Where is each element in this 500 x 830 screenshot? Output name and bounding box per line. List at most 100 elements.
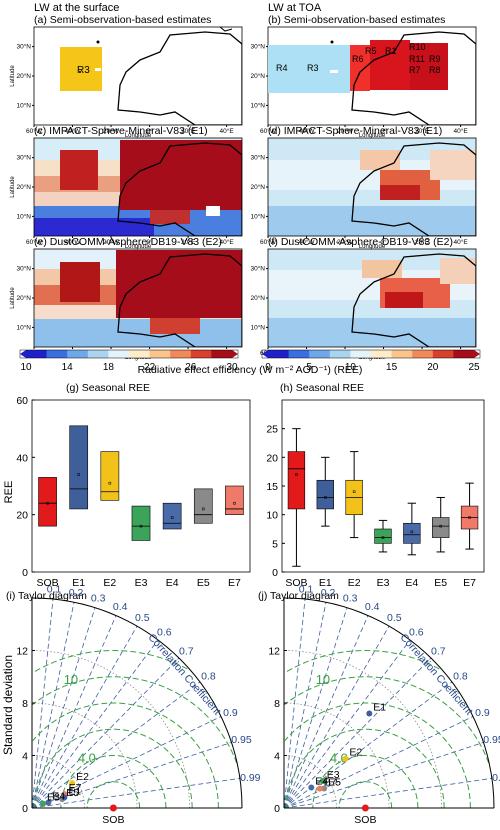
rms-arc xyxy=(284,676,490,764)
model-point-E5 xyxy=(321,785,328,792)
x-tick-label: E5 xyxy=(434,577,447,589)
map-ylabel: Latitude xyxy=(10,287,16,309)
colorbar-tick-label: 15 xyxy=(386,362,398,373)
model-point-E2 xyxy=(342,755,349,762)
box-title-g: (g) Seasonal REE xyxy=(66,382,150,394)
colorbar-cell xyxy=(129,350,151,358)
x-tick-label: E4 xyxy=(405,577,418,589)
x-tick-label: E1 xyxy=(72,577,85,589)
corr-tick-label: 0.7 xyxy=(431,646,446,658)
box-E2 xyxy=(100,451,120,501)
lon-tick-label: 20°W xyxy=(103,238,120,246)
x-tick-label: E1 xyxy=(319,577,332,589)
lon-tick-label: 60°W xyxy=(26,127,43,135)
model-label: E2 xyxy=(349,747,362,759)
region-label-r4: R4 xyxy=(276,63,288,73)
lat-tick-label: 20°N xyxy=(16,294,31,302)
rms-arc xyxy=(34,728,193,809)
corr-tick-label: 0.95 xyxy=(231,734,252,746)
lon-tick-label: 40°W xyxy=(299,238,316,246)
x-tick-label: E7 xyxy=(228,577,241,589)
box-mean xyxy=(46,501,49,505)
region-label-r7: R7 xyxy=(409,65,421,75)
model-label: E7 xyxy=(69,782,82,794)
boxplot-g: 0 20 40 60 SOB E1 E2 E3 E4 E5 E7 xyxy=(16,395,251,589)
x-tick-label: E2 xyxy=(348,577,361,589)
y-tick-label: 0 xyxy=(272,567,278,579)
map-xlabel: Longitude xyxy=(125,133,152,139)
lon-tick-label: 0° xyxy=(146,238,153,246)
corr-tick-label: 0.1 xyxy=(47,584,62,596)
colorbar-cell xyxy=(46,350,68,358)
std-tick-label: 4 xyxy=(274,751,280,763)
lon-tick-label: 40°W xyxy=(299,127,316,135)
map-b: R4 R3 R5 R1 R10 R6 R11 R9 R7 R8 xyxy=(267,26,477,126)
map-xlabel: Longitude xyxy=(125,244,152,250)
corr-tick-label: 0.9 xyxy=(223,707,238,719)
corr-tick-label: 0.4 xyxy=(365,601,380,613)
corr-tick-label: 0.9 xyxy=(475,707,490,719)
lat-tick-label: 20°N xyxy=(16,183,31,191)
corr-ray xyxy=(31,599,54,809)
lon-tick-label: 20°E xyxy=(181,127,196,135)
model-label: E3 xyxy=(47,792,60,804)
map-title-b: (b) Semi-observation-based estimates xyxy=(268,14,445,26)
colorbar-tick-label: 18 xyxy=(103,362,115,373)
y-tick-label: 25 xyxy=(266,424,278,436)
colorbar-cell xyxy=(412,350,434,358)
lat-tick-label: 10°N xyxy=(16,323,31,331)
corr-tick-label: 0.8 xyxy=(453,671,468,683)
colorbar-cell xyxy=(391,350,413,358)
lon-tick-label: 60°W xyxy=(260,127,277,135)
lon-tick-label: 0° xyxy=(380,127,387,135)
box-mean xyxy=(170,516,174,519)
model-point-E4 xyxy=(45,799,52,806)
ref-point xyxy=(361,804,369,812)
corr-tick-label: 0.5 xyxy=(387,612,402,624)
box-mean xyxy=(233,501,236,505)
lon-tick-label: 20°E xyxy=(181,238,196,246)
x-tick-label: E2 xyxy=(103,577,116,589)
map-c xyxy=(33,137,243,237)
colorbar-extend-high xyxy=(474,350,480,358)
lat-tick-label: 20°N xyxy=(250,72,265,80)
lat-tick-label: 10°N xyxy=(16,212,31,220)
corr-ray xyxy=(31,625,138,809)
colorbar-cell xyxy=(149,350,171,358)
x-tick-label: SOB xyxy=(36,577,58,589)
corr-ray xyxy=(283,742,484,809)
box-mean xyxy=(468,516,471,519)
corr-ray xyxy=(283,657,432,809)
corr-tick-label: 0.2 xyxy=(321,587,336,599)
corr-ray xyxy=(31,681,201,809)
y-tick-label: 60 xyxy=(16,395,28,407)
box-E5 xyxy=(432,517,450,538)
coastline-b xyxy=(351,31,476,125)
region-label-r9: R9 xyxy=(429,54,441,64)
model-point-E7 xyxy=(316,785,323,792)
x-tick-label: SOB xyxy=(285,577,307,589)
rms-arc xyxy=(338,781,393,809)
x-tick-label: E4 xyxy=(166,577,179,589)
colorbar-tick-label: 26 xyxy=(185,362,197,373)
box-mean xyxy=(202,507,205,511)
lon-tick-label: 0° xyxy=(146,127,153,135)
ref-point xyxy=(109,804,117,812)
std-tick-label: 4 xyxy=(22,751,28,763)
colorbar-cell xyxy=(432,350,454,358)
lon-tick-label: 20°W xyxy=(337,238,354,246)
colorbar-cell xyxy=(211,350,233,358)
box-E3 xyxy=(374,528,392,544)
colorbar-tick-label: 25 xyxy=(468,362,480,373)
corr-tick-label: 0.99 xyxy=(492,772,500,784)
box-SOB xyxy=(38,477,57,527)
corr-tick-label: 0.1 xyxy=(299,584,314,596)
taylor-title-i: (i) Taylor diagram xyxy=(6,590,87,602)
corr-tick-label: 0.5 xyxy=(135,612,150,624)
x-tick-label: E3 xyxy=(377,577,390,589)
corr-ray xyxy=(283,625,390,809)
colorbar-cell xyxy=(371,350,393,358)
std-arc xyxy=(31,650,190,809)
region-label-r10: R10 xyxy=(409,42,426,52)
